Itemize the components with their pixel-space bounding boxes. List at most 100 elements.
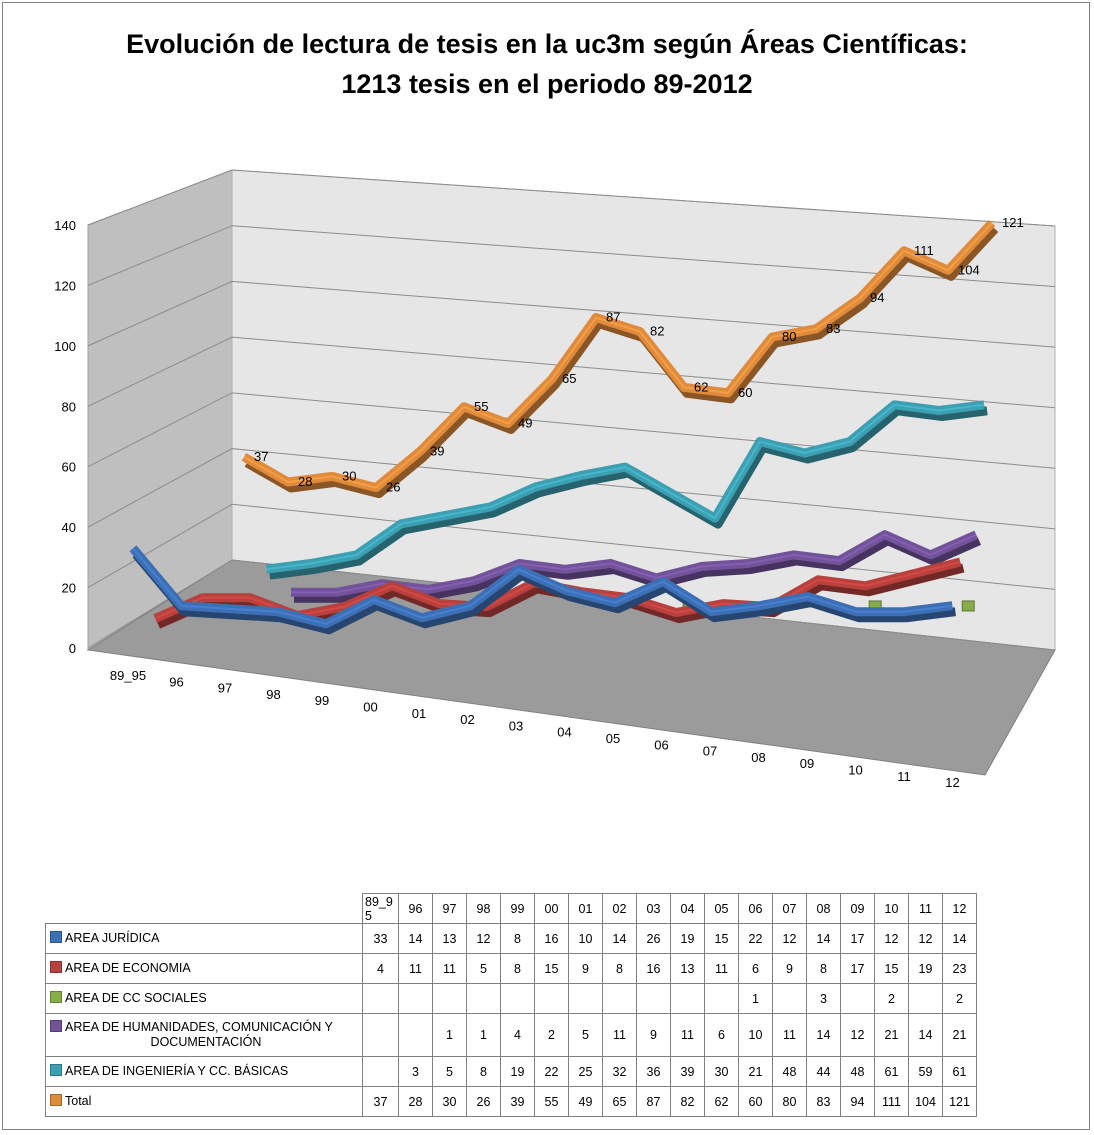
chart-plot-3d: 0 20 40 60 80 100 120 140 89_95 96 97 98 99 00 01 02 03… <box>54 169 1056 790</box>
series-ribbon-highlight <box>243 222 993 489</box>
legend-swatch <box>50 1020 62 1032</box>
table-cell: 1 <box>738 983 773 1014</box>
gridline <box>87 559 1056 651</box>
x-tick-label: 98 <box>266 687 280 702</box>
series-ribbon-side <box>244 225 999 499</box>
table-cell: 104 <box>908 1086 943 1117</box>
table-category-header: 05 <box>704 893 739 924</box>
table-cell: 16 <box>534 923 569 954</box>
table-cell <box>534 983 569 1014</box>
total-data-label: 94 <box>870 290 884 305</box>
table-cell: 14 <box>806 923 841 954</box>
table-category-header: 89_9 5 <box>362 893 399 924</box>
series-ribbon-highlight <box>132 547 953 625</box>
table-cell: 26 <box>466 1086 501 1117</box>
total-data-label: 39 <box>430 443 444 458</box>
table-cell: 1 <box>466 1013 501 1057</box>
table-cell: 2 <box>942 983 977 1014</box>
table-cell: 5 <box>466 953 501 984</box>
legend-swatch <box>50 961 62 973</box>
table-cell: 2 <box>874 983 909 1014</box>
total-data-label: 104 <box>958 262 980 277</box>
table-cell: 59 <box>908 1056 943 1087</box>
table-cell: 12 <box>840 1013 875 1057</box>
table-cell: 11 <box>602 1013 637 1057</box>
table-cell: 23 <box>942 953 977 984</box>
table-cell: 80 <box>772 1086 807 1117</box>
table-cell <box>840 983 875 1014</box>
table-header-row: 89_9 5 96 97 98 99 00 01 02 03 04 05 06 07 08 09 10 11 12 <box>46 893 977 924</box>
legend-label: AREA DE ECONOMIA <box>65 961 191 975</box>
table-cell: 12 <box>772 923 807 954</box>
table-cell: 6 <box>738 953 773 984</box>
table-cell: 19 <box>670 923 705 954</box>
table-cell: 60 <box>738 1086 773 1117</box>
table-cell <box>398 983 433 1014</box>
table-row: AREA DE ECONOMIA 4 11 11 5 8 15 9 8 16 13 11 6 9 8 17 15… <box>45 953 977 984</box>
table-cell: 14 <box>942 923 977 954</box>
gridline <box>87 280 1056 348</box>
table-cell: 19 <box>500 1056 535 1087</box>
table-category-header: 08 <box>806 893 841 924</box>
total-data-label: 65 <box>562 371 576 386</box>
table-cell: 25 <box>568 1056 603 1087</box>
table-cell: 15 <box>874 953 909 984</box>
table-cell: 21 <box>874 1013 909 1057</box>
table-cell: 9 <box>772 953 807 984</box>
x-tick-label: 04 <box>557 725 571 740</box>
table-cell: 61 <box>874 1056 909 1087</box>
legend-label-continued: DOCUMENTACIÓN <box>150 1035 262 1049</box>
table-cell: 14 <box>602 923 637 954</box>
table-corner <box>46 894 363 924</box>
table-cell <box>362 1013 399 1057</box>
table-cell: 1 <box>432 1013 467 1057</box>
table-category-header: 03 <box>636 893 671 924</box>
table-cell: 2 <box>534 1013 569 1057</box>
x-tick-label: 03 <box>509 718 523 733</box>
table-cell: 87 <box>636 1086 671 1117</box>
table-cell: 9 <box>636 1013 671 1057</box>
table-cell: 8 <box>500 953 535 984</box>
table-cell: 30 <box>704 1056 739 1087</box>
table-cell: 33 <box>362 923 399 954</box>
table-cell <box>908 983 943 1014</box>
legend-entry: AREA JURÍDICA <box>45 923 363 954</box>
x-tick-label: 02 <box>460 712 474 727</box>
legend-entry: AREA DE CC SOCIALES <box>45 983 363 1014</box>
x-tick-label: 07 <box>703 744 717 759</box>
table-cell <box>466 983 501 1014</box>
table-cell: 8 <box>500 923 535 954</box>
table-category-header: 99 <box>500 893 535 924</box>
table-category-header: 96 <box>398 893 433 924</box>
table-row: AREA DE CC SOCIALES 1 3 2 2 <box>45 983 977 1014</box>
table-cell: 17 <box>840 923 875 954</box>
table-category-header: 11 <box>908 893 943 924</box>
x-axis-tick-labels: 89_95 96 97 98 99 00 01 02 03 04 05 06 07 08 09 10 11 12 <box>110 668 960 790</box>
table-cell: 26 <box>636 923 671 954</box>
legend-entry: AREA DE ECONOMIA <box>45 953 363 984</box>
table-row: Total 37 28 30 26 39 55 49 65 87 82 62 60 80 83 94 111 10… <box>45 1086 977 1117</box>
table-category-header: 97 <box>432 893 467 924</box>
total-data-label: 60 <box>738 385 752 400</box>
table-category-header: 98 <box>466 893 501 924</box>
x-tick-label: 05 <box>606 731 620 746</box>
y-tick-label: 60 <box>62 460 76 475</box>
table-category-header: 04 <box>670 893 705 924</box>
table-category-header: 07 <box>772 893 807 924</box>
x-tick-label: 89_95 <box>110 668 146 683</box>
legend-entry: Total <box>45 1086 363 1117</box>
table-cell <box>670 983 705 1014</box>
table-cell: 32 <box>602 1056 637 1087</box>
table-cell: 121 <box>942 1086 977 1117</box>
table-cell: 11 <box>670 1013 705 1057</box>
total-data-label: 55 <box>474 399 488 414</box>
legend-label: AREA JURÍDICA <box>65 931 160 945</box>
table-cell <box>500 983 535 1014</box>
legend-swatch <box>50 931 62 943</box>
table-cell: 55 <box>534 1086 569 1117</box>
table-cell: 19 <box>908 953 943 984</box>
table-cell <box>602 983 637 1014</box>
x-tick-label: 96 <box>169 674 183 689</box>
table-category-header: 06 <box>738 893 773 924</box>
total-data-label: 62 <box>694 379 708 394</box>
